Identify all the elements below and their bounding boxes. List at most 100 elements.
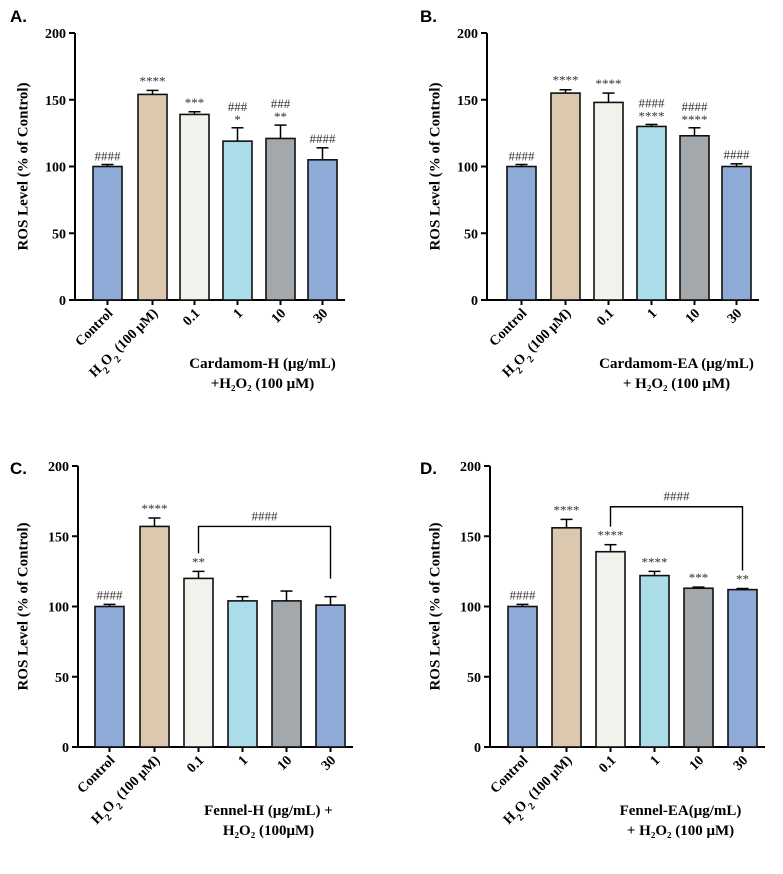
significance-label: *** bbox=[185, 95, 205, 110]
x-tick-label-c01: 0.1 bbox=[596, 753, 619, 776]
panel-a: A. ROS Level (% of Control) 0 50 100 150 200 ##… bbox=[10, 7, 345, 392]
significance-label: #### bbox=[97, 587, 124, 602]
significance-label: **** bbox=[682, 112, 708, 127]
y-tick-label: 200 bbox=[457, 27, 478, 42]
bar-c30 bbox=[721, 165, 752, 301]
bar-c01 bbox=[595, 550, 626, 748]
x-axis-title-line1: Fennel-EA(μg/mL) bbox=[620, 803, 742, 819]
x-tick-label-c10: 10 bbox=[269, 306, 290, 327]
comparison-bracket bbox=[197, 525, 332, 579]
x-tick-label-c30: 30 bbox=[731, 753, 752, 774]
y-tick-label: 0 bbox=[62, 741, 69, 756]
x-tick-label-control: Control bbox=[75, 753, 119, 797]
x-axis-title-line2: +H₂O₂ (100 μM) bbox=[211, 376, 315, 392]
x-tick-label-c01: 0.1 bbox=[180, 306, 203, 329]
bar-c1 bbox=[636, 125, 667, 301]
bar-c30 bbox=[307, 159, 338, 301]
comparison-bracket bbox=[609, 506, 744, 571]
x-tick-label-c01: 0.1 bbox=[184, 753, 207, 776]
y-tick-label: 50 bbox=[464, 227, 478, 242]
x-tick-label-control: Control bbox=[73, 306, 117, 350]
panel-label: A. bbox=[10, 7, 27, 26]
bar-c10 bbox=[683, 587, 714, 748]
panel-label: B. bbox=[420, 7, 437, 26]
significance-label: *** bbox=[689, 570, 709, 585]
y-tick-label: 100 bbox=[457, 161, 478, 176]
significance-label: #### bbox=[510, 587, 537, 602]
significance-label: #### bbox=[95, 148, 122, 163]
x-axis-title-line2: + H₂O₂ (100 μM) bbox=[627, 823, 734, 839]
x-tick-label-c10: 10 bbox=[275, 753, 296, 774]
panel-c: C. ROS Level (% of Control) 0 50 100 150 200 ##… bbox=[10, 459, 353, 839]
bar-c10 bbox=[265, 137, 296, 301]
y-axis-title: ROS Level (% of Control) bbox=[15, 522, 31, 690]
x-tick-label-c10: 10 bbox=[687, 753, 708, 774]
bar-h2o2 bbox=[137, 93, 168, 301]
significance-label: **** bbox=[553, 73, 579, 88]
bar-control bbox=[506, 165, 537, 301]
y-axis-title: ROS Level (% of Control) bbox=[15, 82, 31, 250]
y-tick-label: 150 bbox=[45, 94, 66, 109]
significance-label: #### bbox=[724, 147, 751, 162]
y-tick-label: 50 bbox=[52, 227, 66, 242]
x-tick-label-c30: 30 bbox=[311, 306, 332, 327]
x-tick-label-c1: 1 bbox=[648, 753, 664, 769]
bar-h2o2 bbox=[139, 525, 170, 748]
y-tick-label: 100 bbox=[45, 161, 66, 176]
bar-c10 bbox=[271, 600, 302, 748]
y-axis-title: ROS Level (% of Control) bbox=[427, 82, 443, 250]
significance-label: **** bbox=[639, 108, 665, 123]
x-axis-title-line2: H₂O₂ (100μM) bbox=[223, 823, 314, 839]
bracket-significance-label: #### bbox=[664, 489, 691, 504]
significance-label: #### bbox=[682, 99, 709, 114]
bar-control bbox=[507, 605, 538, 748]
significance-label: #### bbox=[310, 131, 337, 146]
bar-c1 bbox=[227, 600, 258, 748]
panel-b: B. ROS Level (% of Control) 0 50 100 150 200 ##… bbox=[420, 7, 759, 392]
significance-label: ** bbox=[274, 109, 287, 124]
significance-label: **** bbox=[598, 528, 624, 543]
bracket-significance-label: #### bbox=[252, 508, 279, 523]
x-axis-title-line1: Cardamom-H (μg/mL) bbox=[189, 356, 335, 372]
significance-label: ### bbox=[271, 96, 291, 111]
y-tick-label: 50 bbox=[55, 671, 69, 686]
y-tick-label: 200 bbox=[460, 460, 481, 475]
significance-label: ### bbox=[228, 99, 248, 114]
bar-c10 bbox=[679, 134, 710, 301]
bar-control bbox=[92, 165, 123, 301]
y-tick-label: 0 bbox=[474, 741, 481, 756]
y-tick-label: 200 bbox=[45, 27, 66, 42]
bar-c01 bbox=[593, 101, 624, 301]
significance-label: ** bbox=[192, 554, 205, 569]
panel-d: D. ROS Level (% of Control) 0 50 100 150 200 ##… bbox=[420, 459, 765, 839]
y-tick-label: 100 bbox=[460, 601, 481, 616]
significance-label: **** bbox=[142, 501, 168, 516]
significance-label: **** bbox=[554, 502, 580, 517]
y-tick-label: 0 bbox=[59, 294, 66, 309]
significance-label: **** bbox=[140, 73, 166, 88]
x-tick-label-c01: 0.1 bbox=[594, 306, 617, 329]
significance-label: #### bbox=[509, 148, 536, 163]
bar-h2o2 bbox=[550, 92, 581, 301]
x-tick-label-control: Control bbox=[487, 306, 531, 350]
bar-c01 bbox=[183, 577, 214, 748]
x-tick-label-c1: 1 bbox=[231, 306, 247, 322]
y-tick-label: 150 bbox=[48, 530, 69, 545]
panel-label: D. bbox=[420, 459, 437, 478]
y-tick-label: 0 bbox=[471, 294, 478, 309]
x-tick-label-control: Control bbox=[488, 753, 532, 797]
x-tick-label-c10: 10 bbox=[683, 306, 704, 327]
bar-control bbox=[94, 605, 125, 748]
x-axis-title-line1: Fennel-H (μg/mL) + bbox=[204, 803, 333, 819]
x-tick-label-c1: 1 bbox=[236, 753, 252, 769]
panel-label: C. bbox=[10, 459, 27, 478]
bar-c30 bbox=[315, 604, 346, 748]
x-tick-label-c30: 30 bbox=[725, 306, 746, 327]
x-axis-title-line1: Cardamom-EA (μg/mL) bbox=[599, 356, 754, 372]
y-tick-label: 100 bbox=[48, 601, 69, 616]
x-axis-title-line2: + H₂O₂ (100 μM) bbox=[623, 376, 730, 392]
y-axis-title: ROS Level (% of Control) bbox=[427, 522, 443, 690]
y-tick-label: 50 bbox=[467, 671, 481, 686]
significance-label: #### bbox=[639, 95, 666, 110]
